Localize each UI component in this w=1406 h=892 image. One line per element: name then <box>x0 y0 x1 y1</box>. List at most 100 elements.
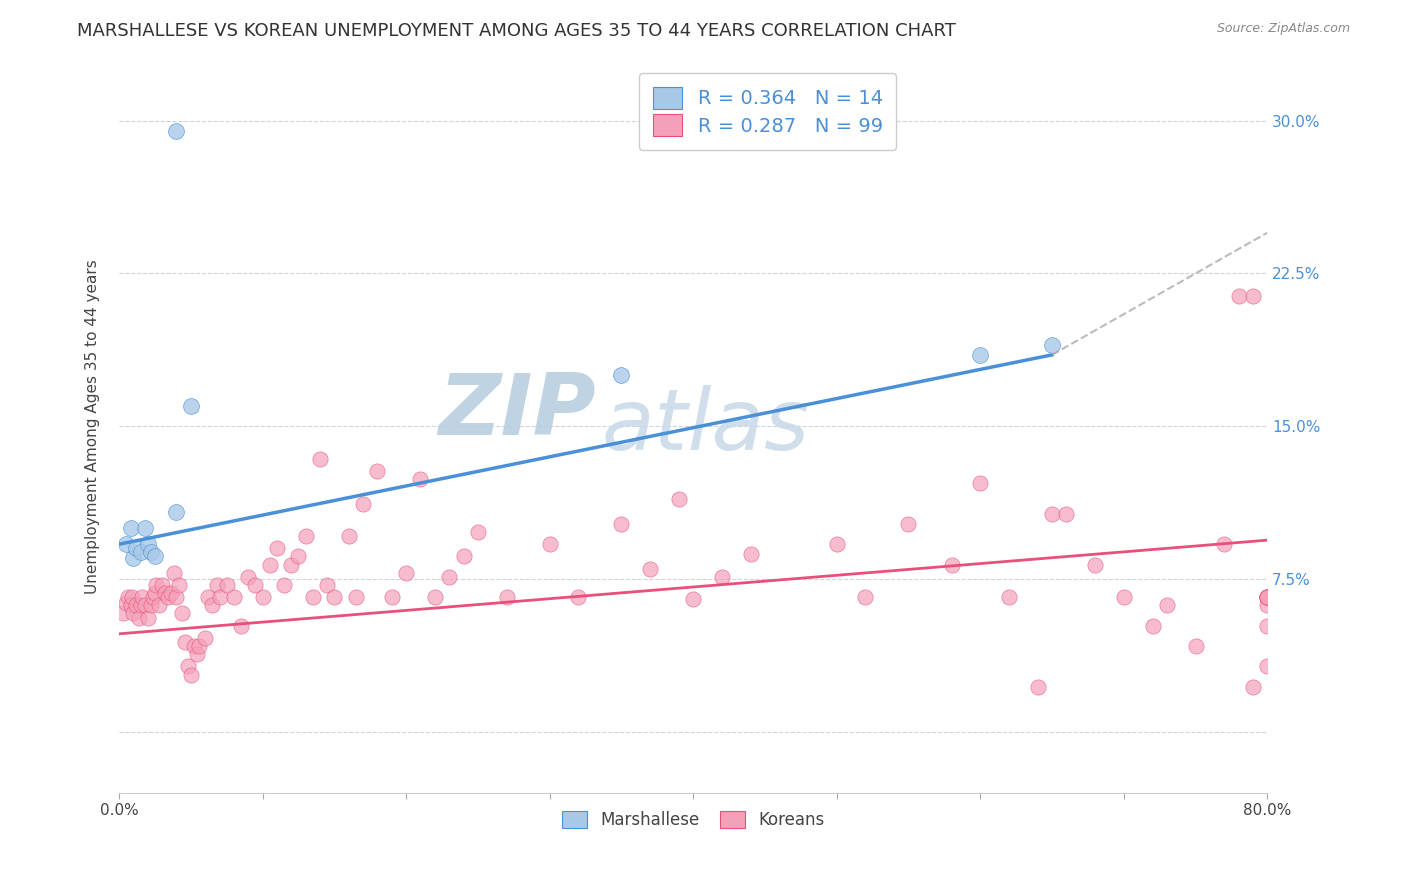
Point <box>143 586 166 600</box>
Point <box>1256 618 1278 632</box>
Point <box>148 599 170 613</box>
Point <box>134 599 156 613</box>
Point <box>183 639 205 653</box>
Point <box>134 521 156 535</box>
Point <box>668 492 690 507</box>
Point <box>897 516 920 531</box>
Point <box>139 545 162 559</box>
Point <box>115 596 138 610</box>
Point <box>1040 507 1063 521</box>
Point <box>1256 590 1278 604</box>
Y-axis label: Unemployment Among Ages 35 to 44 years: Unemployment Among Ages 35 to 44 years <box>86 259 100 593</box>
Point <box>352 496 374 510</box>
Point <box>1241 289 1264 303</box>
Point <box>1256 590 1278 604</box>
Point <box>682 592 704 607</box>
Point <box>194 631 217 645</box>
Point <box>131 590 153 604</box>
Point <box>177 659 200 673</box>
Point <box>125 541 148 556</box>
Point <box>1054 507 1077 521</box>
Point <box>395 566 418 580</box>
Point <box>323 590 346 604</box>
Point <box>309 451 332 466</box>
Point <box>294 529 316 543</box>
Point <box>150 578 173 592</box>
Point <box>145 578 167 592</box>
Point <box>180 399 202 413</box>
Text: atlas: atlas <box>602 384 810 467</box>
Legend: Marshallese, Koreans: Marshallese, Koreans <box>555 804 831 836</box>
Point <box>610 368 633 383</box>
Point <box>229 618 252 632</box>
Point <box>423 590 446 604</box>
Point <box>188 639 211 653</box>
Point <box>337 529 360 543</box>
Point <box>969 348 991 362</box>
Point <box>266 541 288 556</box>
Point <box>112 607 135 621</box>
Point <box>969 476 991 491</box>
Point <box>169 578 191 592</box>
Point <box>186 647 208 661</box>
Point <box>1026 680 1049 694</box>
Point <box>1241 680 1264 694</box>
Point <box>273 578 295 592</box>
Point <box>538 537 561 551</box>
Point <box>287 549 309 564</box>
Point <box>1256 590 1278 604</box>
Text: ZIP: ZIP <box>437 370 596 453</box>
Point <box>129 545 152 559</box>
Point <box>998 590 1021 604</box>
Point <box>941 558 963 572</box>
Point <box>1213 537 1236 551</box>
Point <box>1256 659 1278 673</box>
Point <box>238 570 260 584</box>
Point <box>1156 599 1178 613</box>
Point <box>301 590 323 604</box>
Point <box>344 590 367 604</box>
Point <box>495 590 517 604</box>
Point <box>120 599 142 613</box>
Point <box>208 590 231 604</box>
Point <box>259 558 281 572</box>
Point <box>740 548 762 562</box>
Point <box>180 667 202 681</box>
Point <box>159 586 181 600</box>
Point <box>1184 639 1206 653</box>
Point <box>128 610 150 624</box>
Point <box>316 578 339 592</box>
Point <box>197 590 219 604</box>
Point <box>122 551 145 566</box>
Point <box>205 578 228 592</box>
Point <box>1084 558 1107 572</box>
Point <box>120 521 142 535</box>
Point <box>136 537 159 551</box>
Point <box>156 590 179 604</box>
Point <box>467 524 489 539</box>
Point <box>366 464 388 478</box>
Point <box>1256 590 1278 604</box>
Point <box>280 558 302 572</box>
Point <box>710 570 733 584</box>
Point <box>855 590 877 604</box>
Point <box>125 599 148 613</box>
Point <box>1256 590 1278 604</box>
Point <box>437 570 460 584</box>
Point <box>174 635 197 649</box>
Point <box>1227 289 1250 303</box>
Point <box>166 124 188 138</box>
Point <box>1256 599 1278 613</box>
Point <box>136 610 159 624</box>
Point <box>162 566 184 580</box>
Point <box>610 516 633 531</box>
Point <box>166 590 188 604</box>
Point <box>567 590 589 604</box>
Point <box>166 505 188 519</box>
Point <box>245 578 267 592</box>
Point <box>139 599 162 613</box>
Point <box>122 607 145 621</box>
Point <box>142 590 165 604</box>
Point <box>381 590 404 604</box>
Point <box>121 590 143 604</box>
